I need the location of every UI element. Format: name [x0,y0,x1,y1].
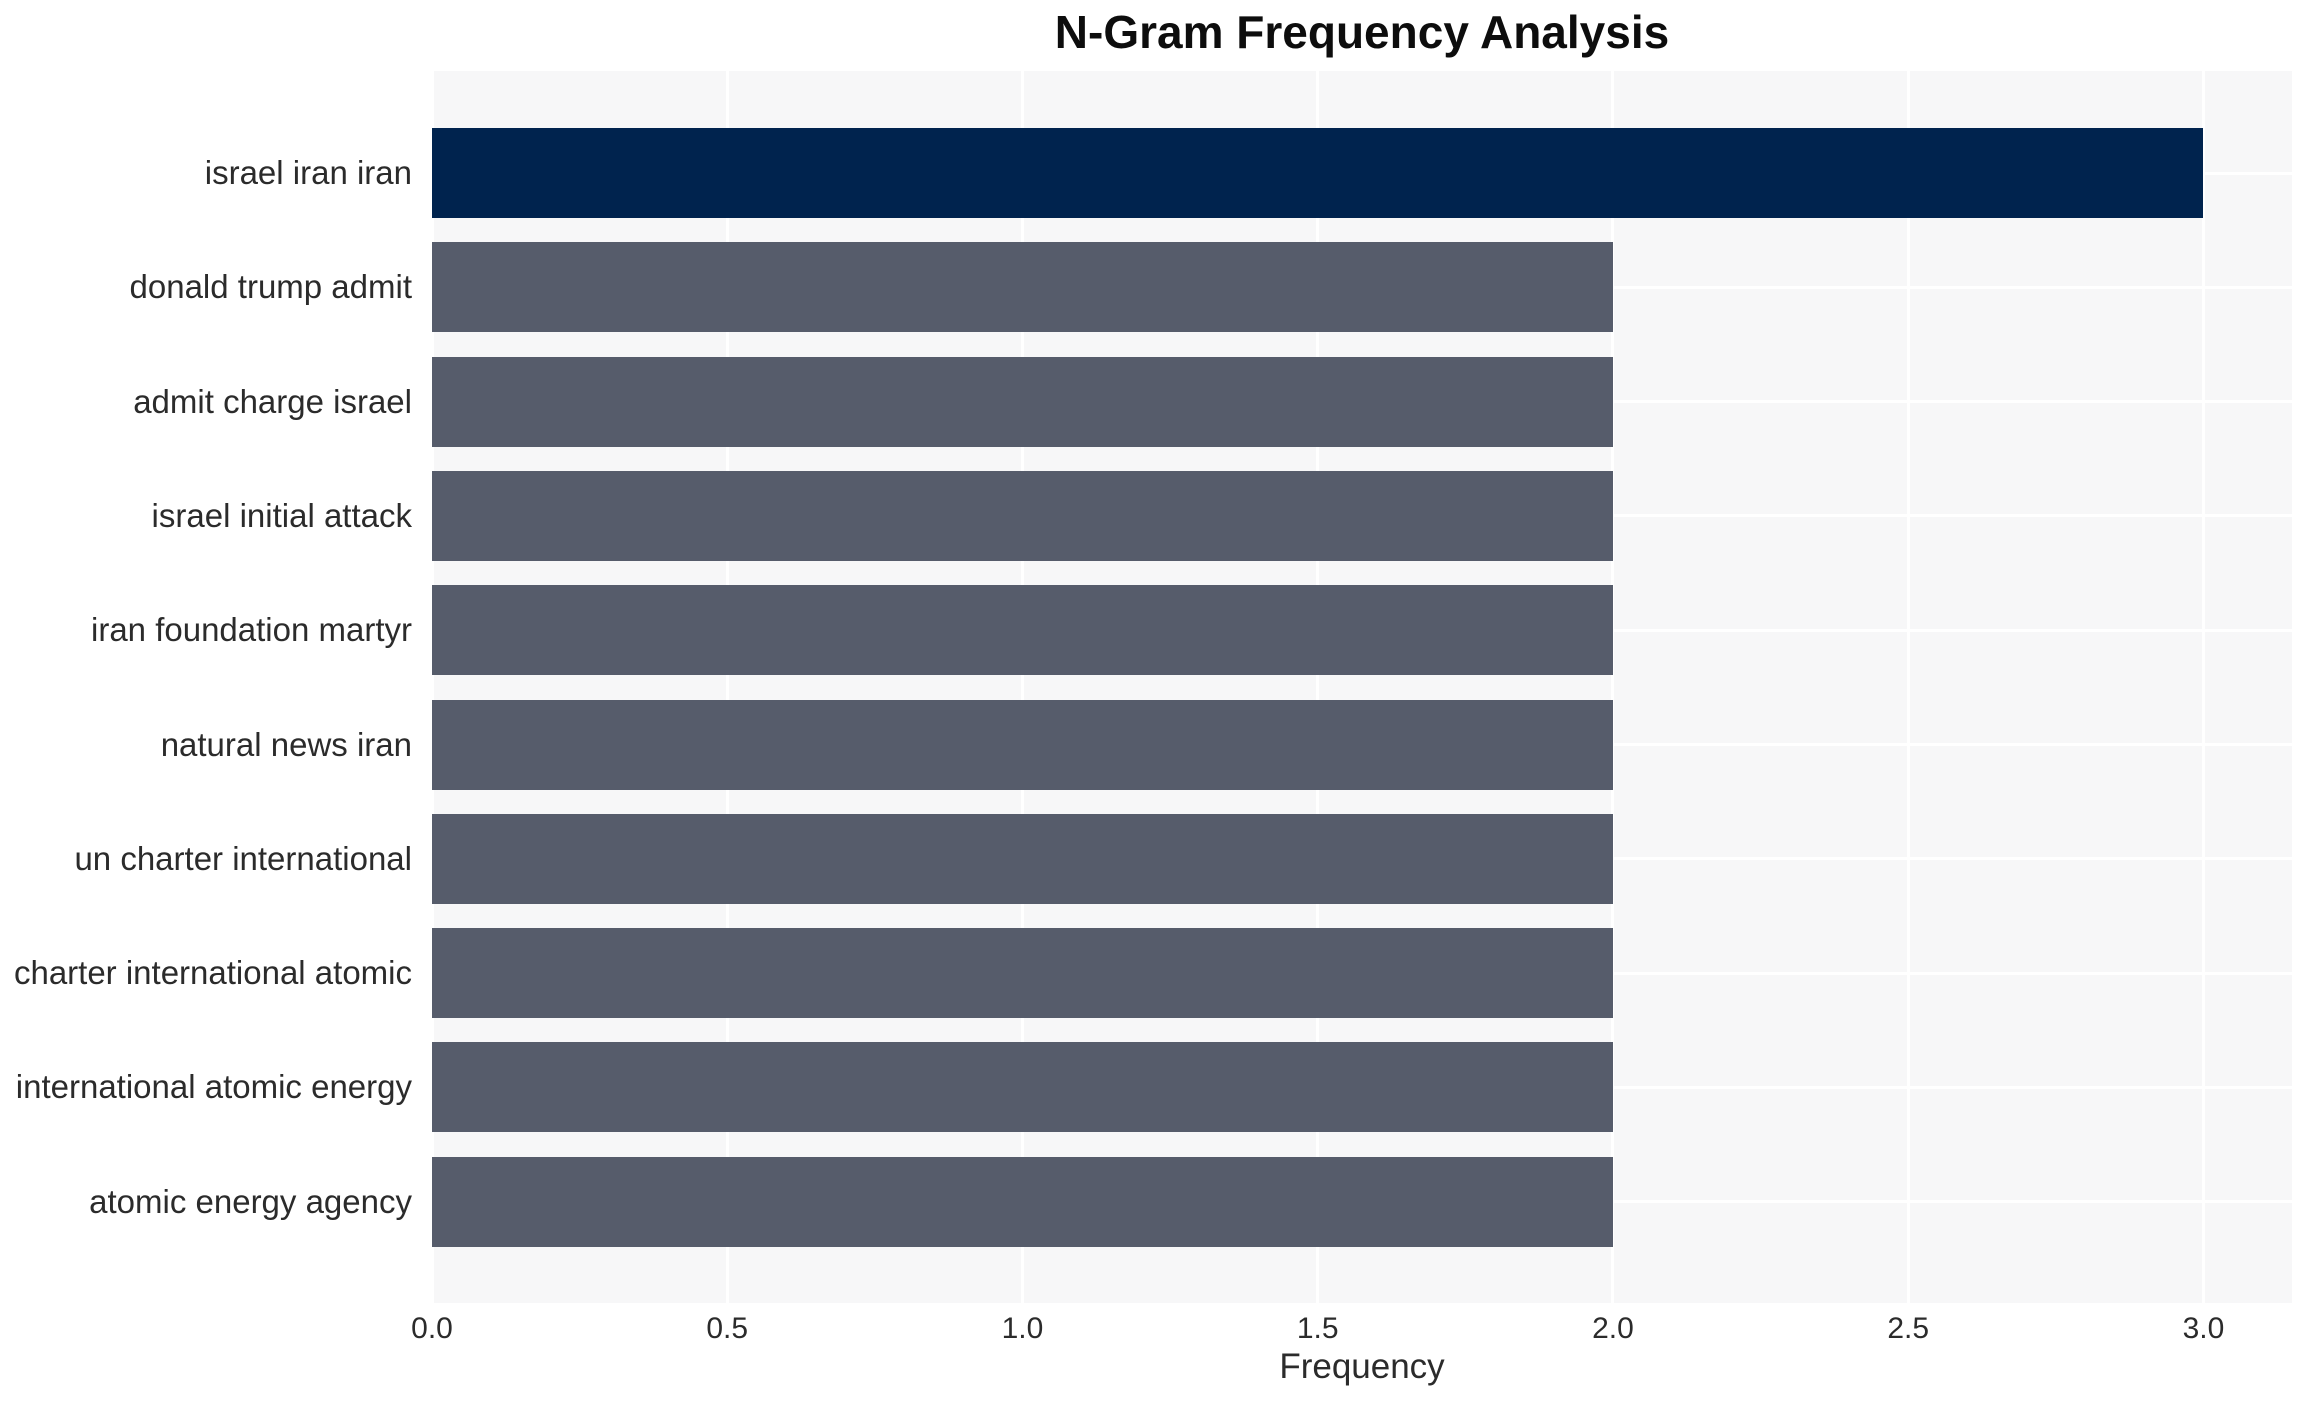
gridline-vertical [1611,71,1615,1303]
gridline-vertical [1316,71,1320,1303]
bar-donald-trump-admit [432,242,1613,333]
plot-area [432,71,2292,1303]
category-label-un-charter-international: un charter international [74,839,412,877]
category-label-donald-trump-admit: donald trump admit [129,268,412,306]
category-label-international-atomic-energy: international atomic energy [15,1068,412,1106]
bar-iran-foundation-martyr [432,585,1613,676]
x-tick-label-0.5: 0.5 [706,1312,749,1345]
gridline-vertical [1906,71,1910,1303]
x-tick-label-1.0: 1.0 [1001,1312,1044,1345]
bar-israel-iran-iran [432,128,2204,218]
bar-admit-charge-israel [432,356,1613,447]
bar-charter-international-atomic [432,928,1613,1019]
x-tick-label-2.5: 2.5 [1887,1312,1930,1345]
x-tick-label-3.0: 3.0 [2182,1312,2225,1345]
bar-international-atomic-energy [432,1042,1613,1133]
y-axis-category-labels: israel iran iran donald trump admit admit … [0,0,422,1402]
bar-atomic-energy-agency [432,1156,1613,1247]
bar-un-charter-international [432,813,1613,904]
category-label-natural-news-iran: natural news iran [160,725,412,763]
x-tick-label-2.0: 2.0 [1592,1312,1634,1345]
gridline-vertical [725,71,729,1303]
bar-natural-news-iran [432,699,1613,790]
gridline-vertical [2201,71,2205,1303]
gridline-vertical [1020,71,1024,1303]
category-label-israel-initial-attack: israel initial attack [151,496,412,534]
bar-israel-initial-attack [432,470,1613,561]
category-label-admit-charge-israel: admit charge israel [133,382,412,420]
x-tick-label-1.5: 1.5 [1296,1312,1339,1345]
category-label-atomic-energy-agency: atomic energy agency [89,1182,412,1220]
chart-title: N-Gram Frequency Analysis [1054,6,1670,58]
gridline-vertical [432,71,434,1303]
x-axis-title: Frequency [1279,1347,1445,1386]
category-label-iran-foundation-martyr: iran foundation martyr [91,611,412,649]
category-label-israel-iran-iran: israel iran iran [204,154,412,191]
category-label-charter-international-atomic: charter international atomic [13,954,412,992]
